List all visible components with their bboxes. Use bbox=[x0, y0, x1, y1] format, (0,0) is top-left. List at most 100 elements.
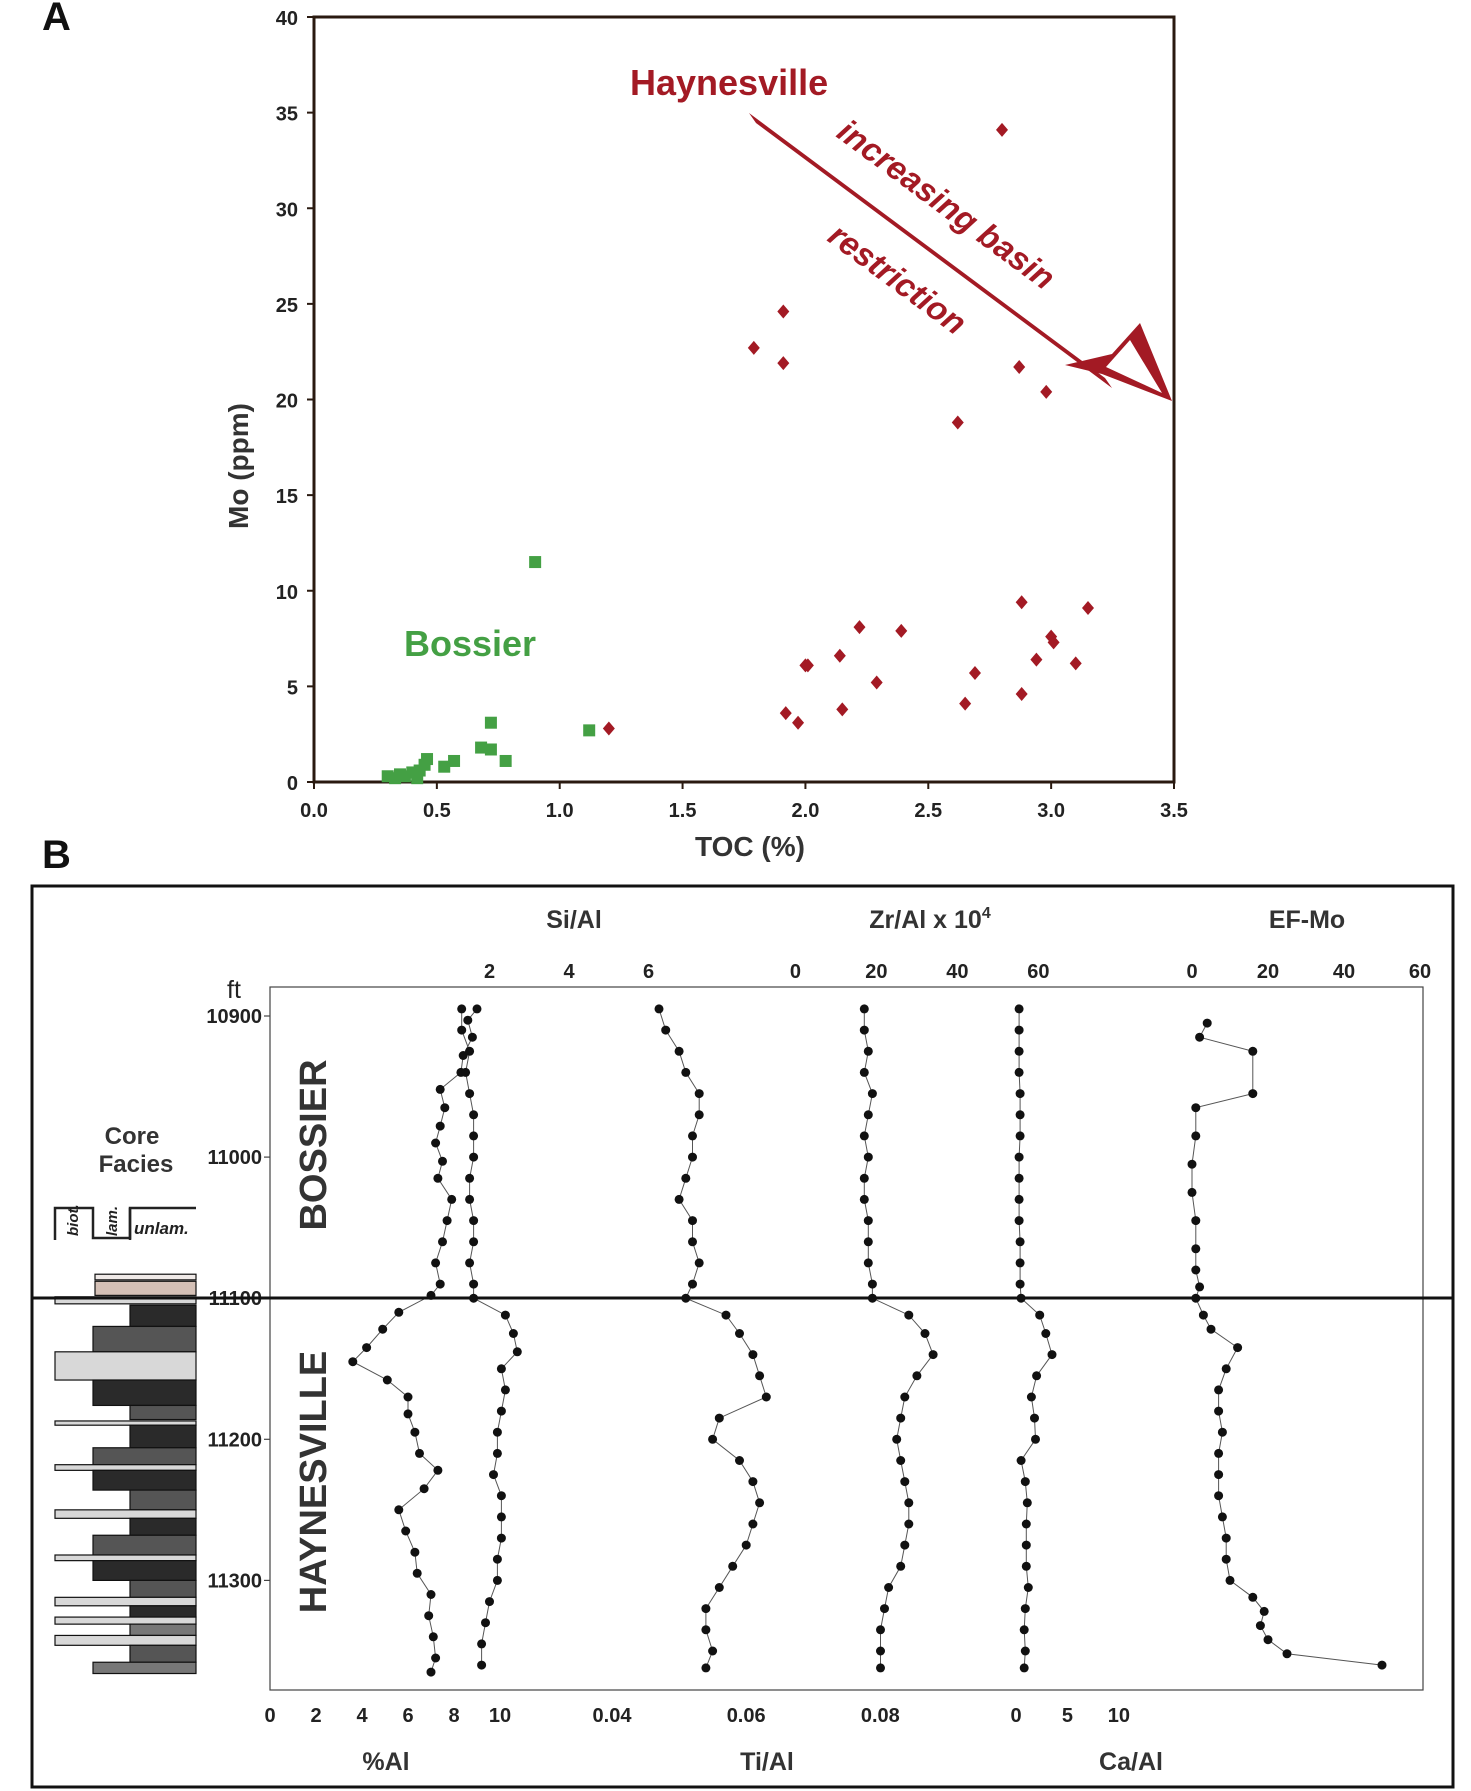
facies-bed bbox=[54, 1596, 197, 1607]
track-point bbox=[1255, 1621, 1265, 1631]
facies-bed bbox=[54, 1509, 197, 1519]
track-point bbox=[481, 1618, 490, 1628]
x-tick-label: 3.0 bbox=[1037, 800, 1065, 822]
depth-tick-label: 11000 bbox=[207, 1147, 262, 1169]
track-point bbox=[469, 1237, 479, 1247]
depth-unit: ft bbox=[227, 976, 241, 1004]
depth-tick-label: 11300 bbox=[207, 1570, 262, 1592]
facies-bed bbox=[129, 1304, 197, 1328]
track-point bbox=[859, 1025, 869, 1035]
track-point bbox=[735, 1456, 744, 1465]
track-point bbox=[457, 1025, 467, 1035]
facies-bed bbox=[92, 1560, 197, 1581]
facies-bed bbox=[92, 1534, 197, 1556]
title-al: %Al bbox=[362, 1748, 409, 1776]
track-point bbox=[674, 1194, 684, 1204]
track-point bbox=[1015, 1279, 1025, 1289]
core-facies-column: Core Facies biot. lam. unlam. bbox=[53, 1123, 197, 1675]
track-point bbox=[465, 1258, 475, 1268]
track-point bbox=[424, 1611, 434, 1621]
track-tick-label: 0 bbox=[1186, 961, 1197, 983]
track-point bbox=[431, 1653, 441, 1663]
track-point bbox=[410, 1547, 420, 1557]
track-point bbox=[1195, 1032, 1205, 1042]
track-point bbox=[900, 1540, 910, 1550]
track-point bbox=[433, 1465, 443, 1475]
track-point bbox=[681, 1067, 691, 1077]
track-axes: 2 4 6 0 20 40 60 0 20 40 600 2 4 6 8 10 0.04 0.06 0.08 0 5 10 bbox=[264, 961, 1431, 1727]
track-point bbox=[761, 1392, 771, 1402]
facies-bed bbox=[92, 1325, 197, 1353]
track-tick-label: 10 bbox=[489, 1705, 511, 1727]
track-tick-label: 0 bbox=[790, 961, 801, 983]
bossier-point bbox=[529, 556, 542, 569]
track-point bbox=[1031, 1434, 1040, 1444]
track-point bbox=[701, 1663, 711, 1673]
track-point bbox=[876, 1625, 885, 1635]
track-point bbox=[1191, 1244, 1201, 1254]
track-point bbox=[492, 1427, 502, 1437]
arrow-text-line2: restriction bbox=[822, 216, 974, 342]
haynesville-point bbox=[792, 715, 805, 730]
haynesville-point bbox=[968, 665, 981, 680]
haynesville-point bbox=[1040, 384, 1053, 399]
facies-bed bbox=[92, 1661, 197, 1675]
track-point bbox=[748, 1477, 758, 1487]
track-point bbox=[440, 1103, 450, 1113]
core-title-1: Core bbox=[105, 1123, 160, 1150]
track-point bbox=[477, 1660, 487, 1670]
haynesville-point bbox=[777, 304, 790, 319]
track-point bbox=[859, 1131, 869, 1141]
title-zr-al-exponent: 4 bbox=[982, 905, 991, 922]
track-point bbox=[1195, 1282, 1205, 1292]
track-tick-label: 6 bbox=[643, 961, 654, 983]
y-tick-label: 20 bbox=[276, 391, 298, 413]
track-point bbox=[1021, 1561, 1031, 1571]
track-point bbox=[1248, 1089, 1258, 1099]
track-tick-label: 20 bbox=[865, 961, 887, 983]
facies-bed bbox=[129, 1404, 197, 1421]
track-point bbox=[1023, 1583, 1033, 1592]
haynesville-point bbox=[870, 675, 883, 690]
track-tick-label: 4 bbox=[563, 961, 575, 983]
track-point bbox=[348, 1357, 358, 1367]
track-point bbox=[688, 1216, 697, 1226]
track-point bbox=[880, 1604, 889, 1614]
x-tick-label: 2.5 bbox=[914, 800, 942, 822]
track-point bbox=[701, 1604, 711, 1614]
title-si-al: Si/Al bbox=[546, 906, 602, 934]
track-tick-label: 60 bbox=[1409, 961, 1431, 983]
track-point bbox=[900, 1477, 910, 1487]
track-point bbox=[1015, 1089, 1025, 1099]
depth-tick-label: 10900 bbox=[206, 1006, 262, 1028]
track-point bbox=[863, 1258, 873, 1268]
track-point bbox=[412, 1568, 422, 1578]
track-point bbox=[1030, 1413, 1039, 1423]
track-point bbox=[496, 1364, 506, 1374]
track-point bbox=[465, 1173, 475, 1183]
track-point bbox=[415, 1448, 424, 1458]
panel-b-frame bbox=[30, 884, 1455, 1789]
x-tick-label: 2.0 bbox=[792, 800, 820, 822]
track-point bbox=[1191, 1216, 1201, 1226]
track-point bbox=[1187, 1159, 1197, 1169]
core-header-unlam: unlam. bbox=[134, 1219, 189, 1238]
track-point bbox=[1191, 1103, 1201, 1113]
facies-bed bbox=[54, 1351, 197, 1381]
track-point bbox=[394, 1505, 404, 1515]
track-point bbox=[463, 1015, 473, 1025]
track-point bbox=[694, 1089, 704, 1099]
track-point bbox=[1202, 1018, 1212, 1028]
track-point bbox=[1014, 1046, 1024, 1056]
track-point bbox=[896, 1561, 906, 1571]
track-point bbox=[419, 1484, 429, 1494]
track-point bbox=[435, 1084, 445, 1094]
track-point bbox=[362, 1343, 372, 1353]
facies-bed bbox=[129, 1644, 197, 1663]
track-zr-al bbox=[859, 1004, 938, 1673]
track-point bbox=[382, 1375, 392, 1385]
haynesville-point bbox=[779, 706, 792, 721]
track-point bbox=[469, 1131, 479, 1141]
x-tick-label: 1.5 bbox=[669, 800, 697, 822]
track-point bbox=[1191, 1265, 1201, 1275]
